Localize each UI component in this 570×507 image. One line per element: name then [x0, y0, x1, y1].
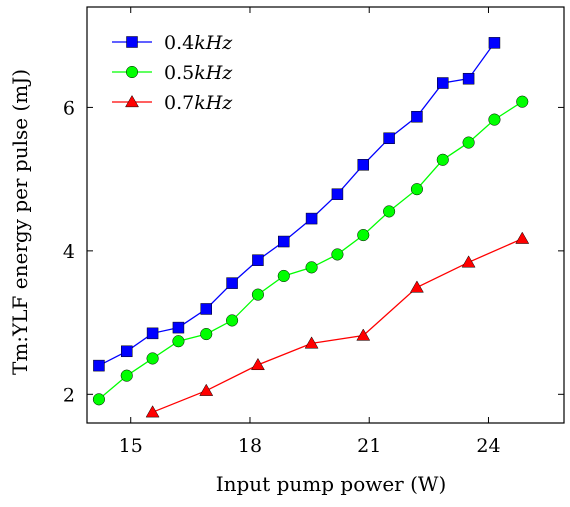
data-point-square — [488, 37, 501, 49]
series-line-triangle — [152, 238, 523, 413]
data-point-circle — [120, 369, 133, 382]
y-axis-title: Tm:YLF energy per pulse (mJ) — [8, 69, 32, 375]
legend-label-value: 0.5 — [164, 62, 194, 84]
data-point-triangle — [199, 383, 214, 396]
series-group — [92, 37, 530, 418]
legend-label-unit: kHz — [194, 92, 233, 114]
x-tick-label: 21 — [357, 435, 381, 457]
plot-area — [86, 6, 565, 424]
data-point-triangle — [145, 405, 160, 418]
data-point-square — [252, 254, 264, 266]
data-point-square — [437, 77, 449, 89]
data-point-circle — [172, 335, 185, 348]
data-point-circle — [92, 393, 105, 406]
data-point-circle — [488, 113, 501, 126]
data-point-square — [383, 132, 395, 145]
data-point-square — [200, 303, 212, 315]
x-axis-title: Input pump power (W) — [216, 472, 447, 496]
legend-marker-triangle — [125, 94, 139, 108]
data-point-circle — [462, 136, 475, 149]
data-point-circle — [410, 183, 423, 196]
data-point-circle — [305, 261, 318, 274]
plot-frame — [86, 6, 565, 424]
y-tick-label: 4 — [63, 241, 75, 263]
data-point-triangle — [356, 328, 371, 341]
data-point-circle — [331, 248, 344, 261]
x-tick-label: 24 — [476, 435, 500, 457]
data-point-triangle — [515, 231, 530, 244]
series-line-circle — [98, 101, 523, 400]
data-point-square — [305, 212, 318, 225]
legend-label-unit: kHz — [194, 32, 233, 54]
data-point-circle — [277, 269, 290, 283]
data-point-square — [278, 235, 290, 248]
data-point-square — [146, 327, 159, 340]
data-point-triangle — [409, 280, 424, 293]
legend-label-value: 0.7 — [164, 92, 194, 114]
data-point-triangle — [250, 357, 265, 371]
data-point-square — [121, 345, 133, 358]
x-tick-label: 18 — [238, 435, 262, 457]
data-point-triangle — [304, 336, 319, 349]
data-point-circle — [226, 314, 239, 327]
legend-marker-square — [126, 36, 138, 48]
data-point-circle — [383, 205, 396, 218]
data-point-square — [357, 159, 370, 171]
legend-label: 0.7kHz — [164, 92, 233, 114]
data-point-circle — [146, 352, 159, 365]
series-line-square — [98, 42, 495, 367]
data-point-square — [226, 277, 238, 289]
data-point-circle — [200, 328, 213, 341]
data-point-circle — [436, 153, 449, 166]
data-point-square — [462, 72, 475, 85]
data-point-triangle — [461, 255, 476, 268]
data-point-square — [331, 188, 344, 200]
legend-marker-circle — [125, 65, 139, 79]
data-point-square — [411, 110, 423, 123]
legend-label-unit: kHz — [194, 62, 233, 84]
data-point-circle — [357, 229, 370, 242]
legend-label: 0.5kHz — [164, 62, 233, 84]
data-point-circle — [251, 288, 264, 301]
data-point-circle — [516, 95, 529, 108]
legend-label: 0.4kHz — [164, 32, 233, 54]
y-tick-label: 6 — [63, 97, 75, 119]
data-point-square — [172, 321, 185, 334]
y-tick-label: 2 — [63, 384, 75, 406]
data-point-square — [93, 359, 105, 372]
legend-label-value: 0.4 — [164, 32, 194, 54]
x-tick-label: 15 — [119, 435, 143, 457]
